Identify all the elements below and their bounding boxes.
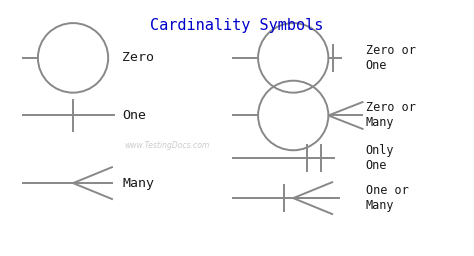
Text: www.TestingDocs.com: www.TestingDocs.com [124, 141, 210, 150]
Text: One or
Many: One or Many [366, 184, 409, 212]
Text: Zero or
Many: Zero or Many [366, 101, 416, 130]
Text: One: One [122, 109, 146, 122]
Text: Zero: Zero [122, 51, 154, 64]
Text: Zero or
One: Zero or One [366, 44, 416, 72]
Text: Cardinality Symbols: Cardinality Symbols [150, 18, 324, 33]
Text: Many: Many [122, 177, 154, 190]
Text: Only
One: Only One [366, 144, 394, 172]
